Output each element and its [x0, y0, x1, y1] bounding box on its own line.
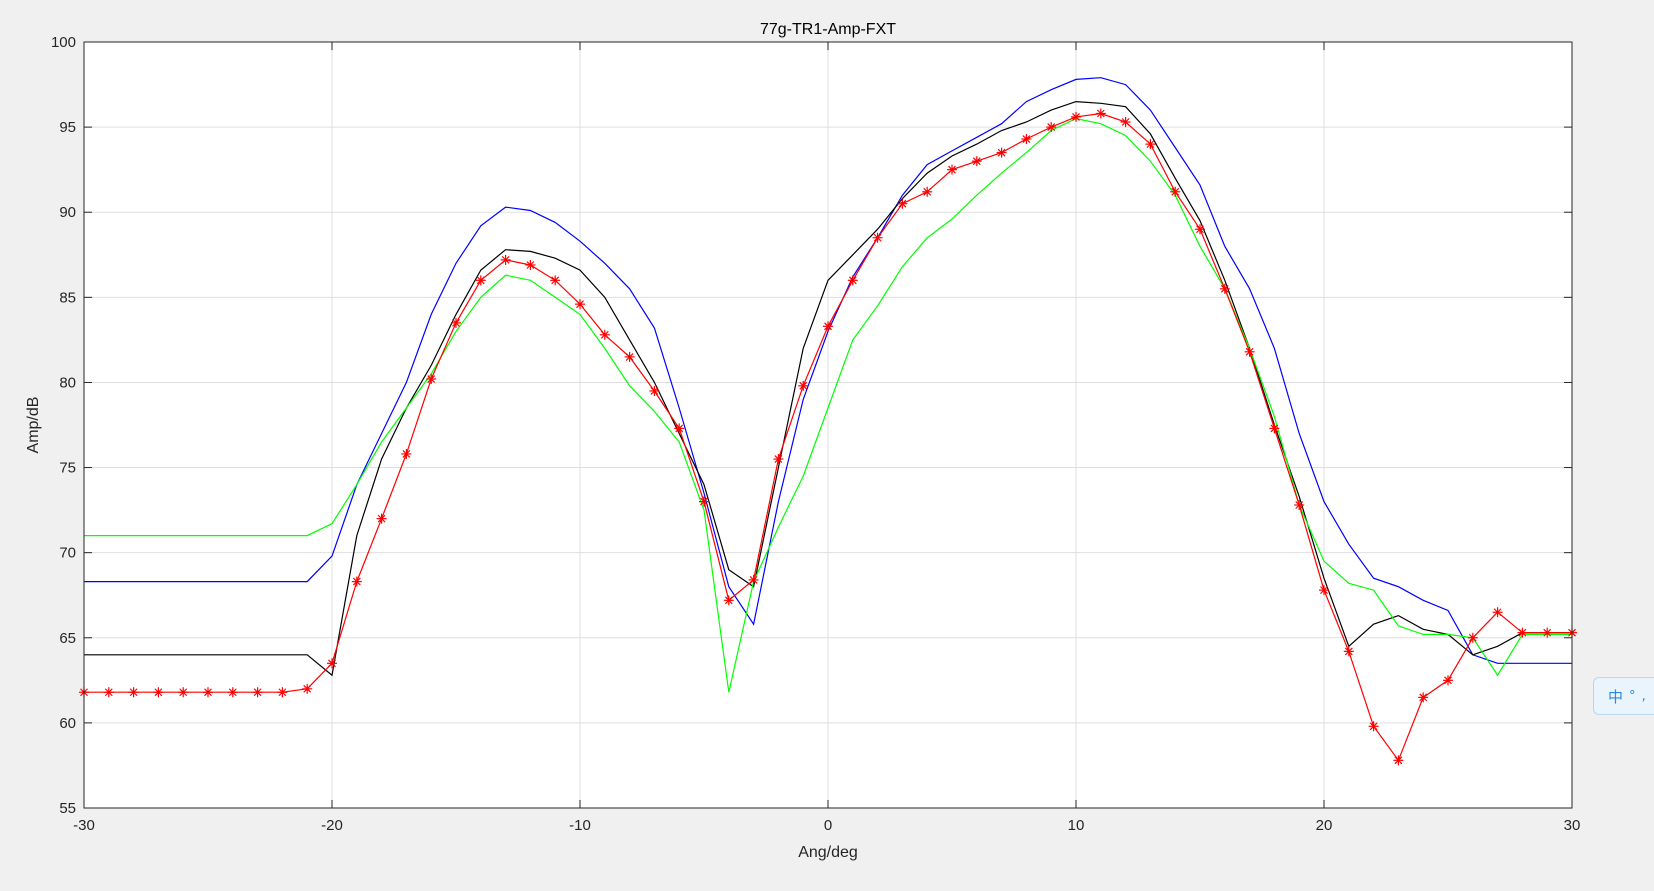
y-tick-label: 80	[59, 374, 76, 391]
y-tick-label: 75	[59, 460, 76, 477]
x-tick-label: 10	[1068, 817, 1085, 834]
data-point-marker	[203, 687, 213, 698]
data-point-marker	[426, 374, 437, 385]
data-point-marker	[723, 595, 734, 606]
y-tick-label: 90	[59, 204, 76, 221]
data-point-marker	[922, 186, 933, 197]
series-line-2	[84, 100, 1572, 677]
data-point-marker	[1021, 134, 1032, 145]
y-tick-label: 60	[59, 715, 76, 732]
data-point-marker	[178, 687, 189, 698]
data-point-marker	[401, 448, 412, 459]
data-point-marker	[227, 687, 238, 698]
tick-labels: -30 -20 -10 0 10 20 30 55 60 65 70 75 80 85 90 95 100	[51, 34, 1580, 834]
data-point-marker	[1170, 186, 1181, 197]
data-point-marker	[1492, 607, 1503, 618]
x-tick-label: -20	[321, 817, 343, 834]
data-point-marker	[128, 687, 139, 698]
x-axis-label: Ang/deg	[798, 844, 858, 861]
data-point-marker	[103, 687, 114, 698]
data-point-marker	[1095, 108, 1106, 119]
data-point-marker	[1443, 675, 1453, 686]
data-point-marker	[277, 687, 288, 698]
data-point-marker	[1343, 646, 1354, 657]
y-axis-label: Amp/dB	[25, 397, 42, 454]
data-point-marker	[649, 385, 660, 396]
data-point-marker	[575, 299, 585, 310]
data-point-marker	[1219, 283, 1230, 294]
data-point-marker	[1244, 346, 1255, 357]
data-point-marker	[327, 658, 337, 669]
tick-marks	[83, 41, 1573, 809]
data-point-marker	[376, 513, 387, 524]
data-point-marker	[1269, 423, 1280, 434]
data-point-marker	[674, 423, 685, 434]
ime-language-icon[interactable]: 中	[1608, 687, 1624, 706]
y-tick-label: 100	[51, 34, 76, 51]
data-point-marker	[1418, 692, 1429, 703]
data-point-marker	[1195, 224, 1205, 235]
data-point-marker	[897, 198, 908, 209]
data-point-marker	[475, 275, 486, 286]
data-point-marker	[1393, 755, 1404, 766]
data-point-marker	[351, 576, 362, 587]
data-point-marker	[1319, 585, 1329, 596]
data-point-marker	[153, 687, 164, 698]
data-point-marker	[1145, 139, 1156, 150]
data-point-marker	[599, 329, 610, 340]
data-point-marker	[550, 275, 561, 286]
y-tick-label: 85	[59, 289, 76, 306]
y-tick-label: 65	[59, 630, 76, 647]
series-line-1	[84, 77, 1572, 664]
ime-punctuation-icon[interactable]: ° ,	[1629, 688, 1647, 704]
data-point-marker	[1046, 122, 1057, 133]
x-tick-label: -30	[73, 817, 95, 834]
chart-title: 77g-TR1-Amp-FXT	[760, 21, 896, 38]
data-point-marker	[1542, 627, 1553, 638]
data-point-marker	[252, 687, 263, 698]
data-point-marker	[451, 317, 461, 328]
y-tick-label: 55	[59, 800, 76, 817]
data-point-marker	[1368, 721, 1379, 732]
data-point-marker	[1120, 117, 1131, 128]
x-tick-label: 30	[1564, 817, 1581, 834]
y-tick-label: 95	[59, 119, 76, 136]
y-tick-label: 70	[59, 545, 76, 562]
x-tick-label: 0	[824, 817, 832, 834]
data-point-marker	[971, 156, 982, 167]
data-point-marker	[1467, 632, 1478, 643]
data-point-marker	[872, 232, 883, 243]
data-point-marker	[847, 275, 858, 286]
data-point-marker	[947, 164, 957, 175]
data-point-marker	[748, 574, 759, 585]
ime-toolbar[interactable]: 中 ° ,	[1593, 677, 1654, 715]
data-point-marker	[500, 254, 511, 265]
data-point-marker	[773, 454, 784, 465]
data-point-marker	[823, 321, 833, 332]
data-point-marker	[699, 496, 709, 507]
series-line-3	[84, 117, 1572, 693]
x-tick-label: -10	[569, 817, 591, 834]
data-point-marker	[302, 683, 313, 694]
data-point-marker	[1517, 627, 1528, 638]
series-group	[79, 77, 1577, 766]
data-point-marker	[1071, 111, 1081, 122]
data-point-marker	[996, 147, 1007, 158]
data-point-marker	[525, 259, 536, 270]
data-point-marker	[1294, 500, 1305, 511]
data-point-marker	[624, 351, 635, 362]
data-point-marker	[798, 380, 809, 391]
x-tick-label: 20	[1316, 817, 1333, 834]
